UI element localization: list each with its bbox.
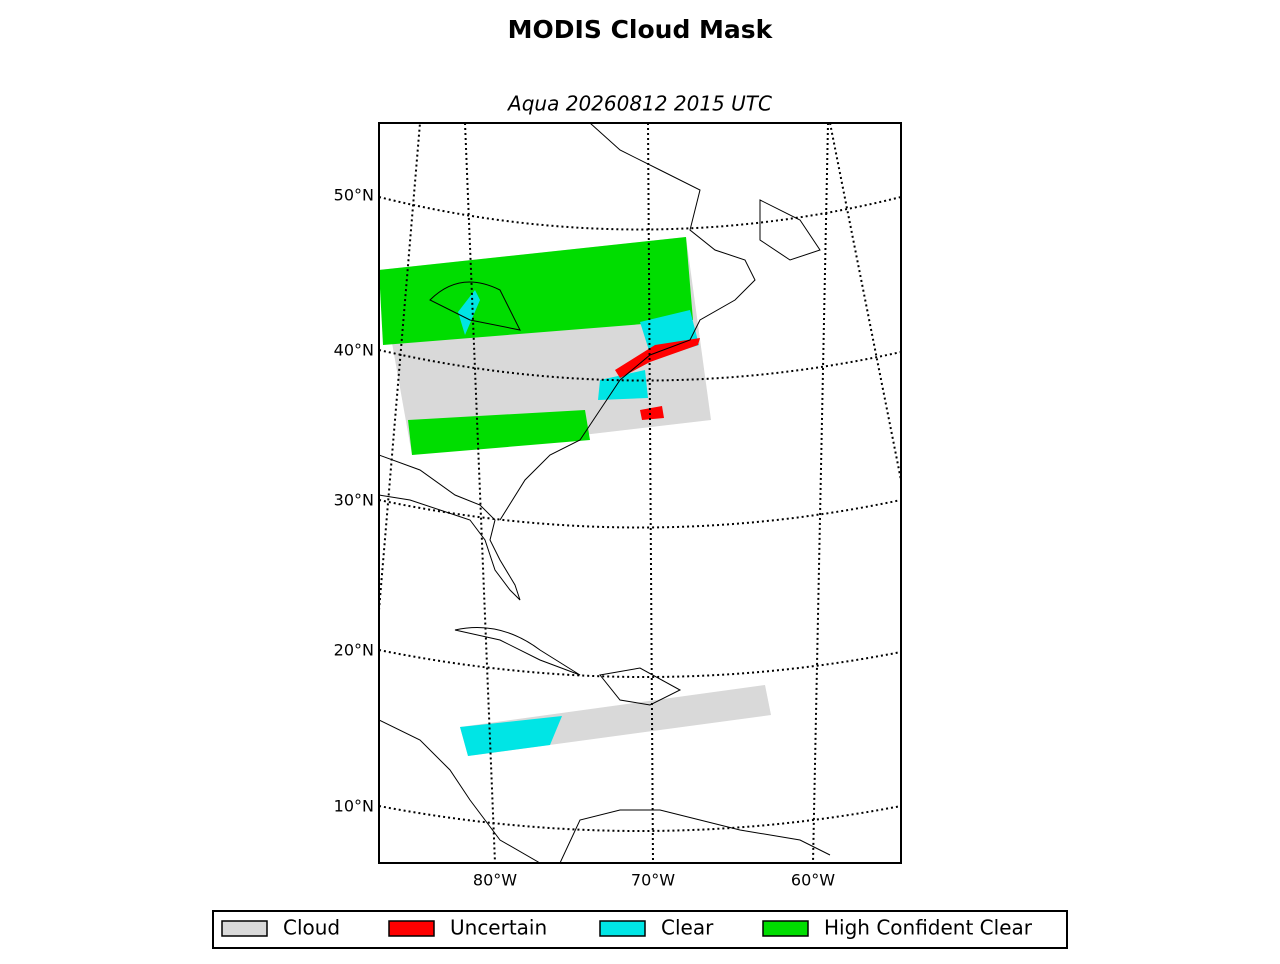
title: MODIS Cloud Mask [508,15,774,44]
latitude-label: 30°N [334,491,374,510]
swath-clear [458,290,480,335]
swath-clear-high [379,237,693,345]
longitude-label: 80°W [473,871,517,890]
swath-clear [598,370,648,400]
swath-uncertain [640,406,664,420]
longitude-label: 70°W [631,871,675,890]
subtitle: Aqua 20260812 2015 UTC [506,92,772,116]
legend-swatch [599,920,646,937]
map-frame [378,122,902,864]
legend-label: Uncertain [450,916,547,940]
longitude-label: 60°W [791,871,835,890]
latitude-label: 50°N [334,186,374,205]
legend-swatch [388,920,435,937]
legend-swatch [221,920,268,937]
swath-clear-high [408,410,590,455]
legend-swatch [762,920,809,937]
legend-label: High Confident Clear [824,916,1033,940]
legend-label: Clear [661,916,714,940]
latitude-label: 40°N [334,341,374,360]
map [379,123,901,863]
legend-label: Cloud [283,916,340,940]
latitude-label: 20°N [334,641,374,660]
latitude-label: 10°N [334,797,374,816]
swath-uncertain [615,338,700,378]
swath-clear [460,716,562,756]
legend-box [212,910,1068,949]
